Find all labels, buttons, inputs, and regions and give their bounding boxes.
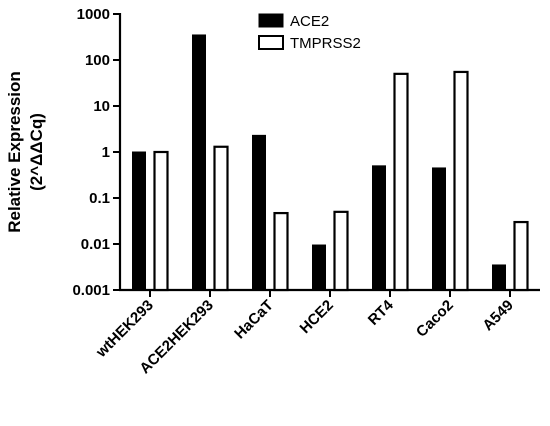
- x-category-label: wtHEK293: [92, 297, 157, 362]
- legend-label-tmprss2: TMPRSS2: [290, 35, 361, 52]
- y-axis-title-line: Relative Expression: [5, 71, 24, 233]
- y-axis-title: Relative Expression (2^ΔΔCq): [5, 71, 46, 233]
- x-category-label: RT4: [365, 296, 398, 329]
- bar-group: [132, 34, 529, 292]
- bar-ace2: [492, 264, 506, 291]
- y-axis-title-line: (2^ΔΔCq): [27, 113, 46, 191]
- bar-ace2: [312, 244, 326, 291]
- y-tick-label: 1000: [77, 6, 110, 23]
- bar-ace2: [192, 34, 206, 291]
- bar-tmprss2: [393, 72, 409, 292]
- bar-tmprss2: [213, 145, 229, 292]
- bar-tmprss2: [153, 150, 169, 292]
- bar-ace2: [132, 151, 146, 291]
- x-category-label: A549: [479, 297, 516, 334]
- x-category-label: HaCaT: [231, 297, 277, 343]
- y-tick-label: 0.01: [81, 236, 110, 253]
- y-axis: 0.001 0.01 0.1 1 10 100 1000: [72, 6, 122, 299]
- bar-ace2: [372, 165, 386, 291]
- x-category-label: HCE2: [297, 297, 337, 337]
- y-tick-label: 100: [85, 52, 110, 69]
- bar-tmprss2: [513, 220, 529, 292]
- bar-ace2: [432, 167, 446, 291]
- x-category-label: Caco2: [413, 297, 457, 341]
- bar-tmprss2: [333, 210, 349, 292]
- bar-tmprss2: [453, 70, 469, 292]
- y-tick-label: 0.1: [89, 190, 110, 207]
- legend-swatch-ace2: [258, 13, 284, 28]
- y-tick-label: 10: [93, 98, 110, 115]
- legend-label-ace2: ACE2: [290, 13, 329, 30]
- legend: ACE2 TMPRSS2: [258, 13, 361, 52]
- bar-tmprss2: [273, 211, 289, 292]
- bar-ace2: [252, 134, 266, 291]
- y-tick-label: 1: [102, 144, 110, 161]
- legend-swatch-tmprss2: [258, 35, 284, 50]
- y-tick-label: 0.001: [72, 282, 110, 299]
